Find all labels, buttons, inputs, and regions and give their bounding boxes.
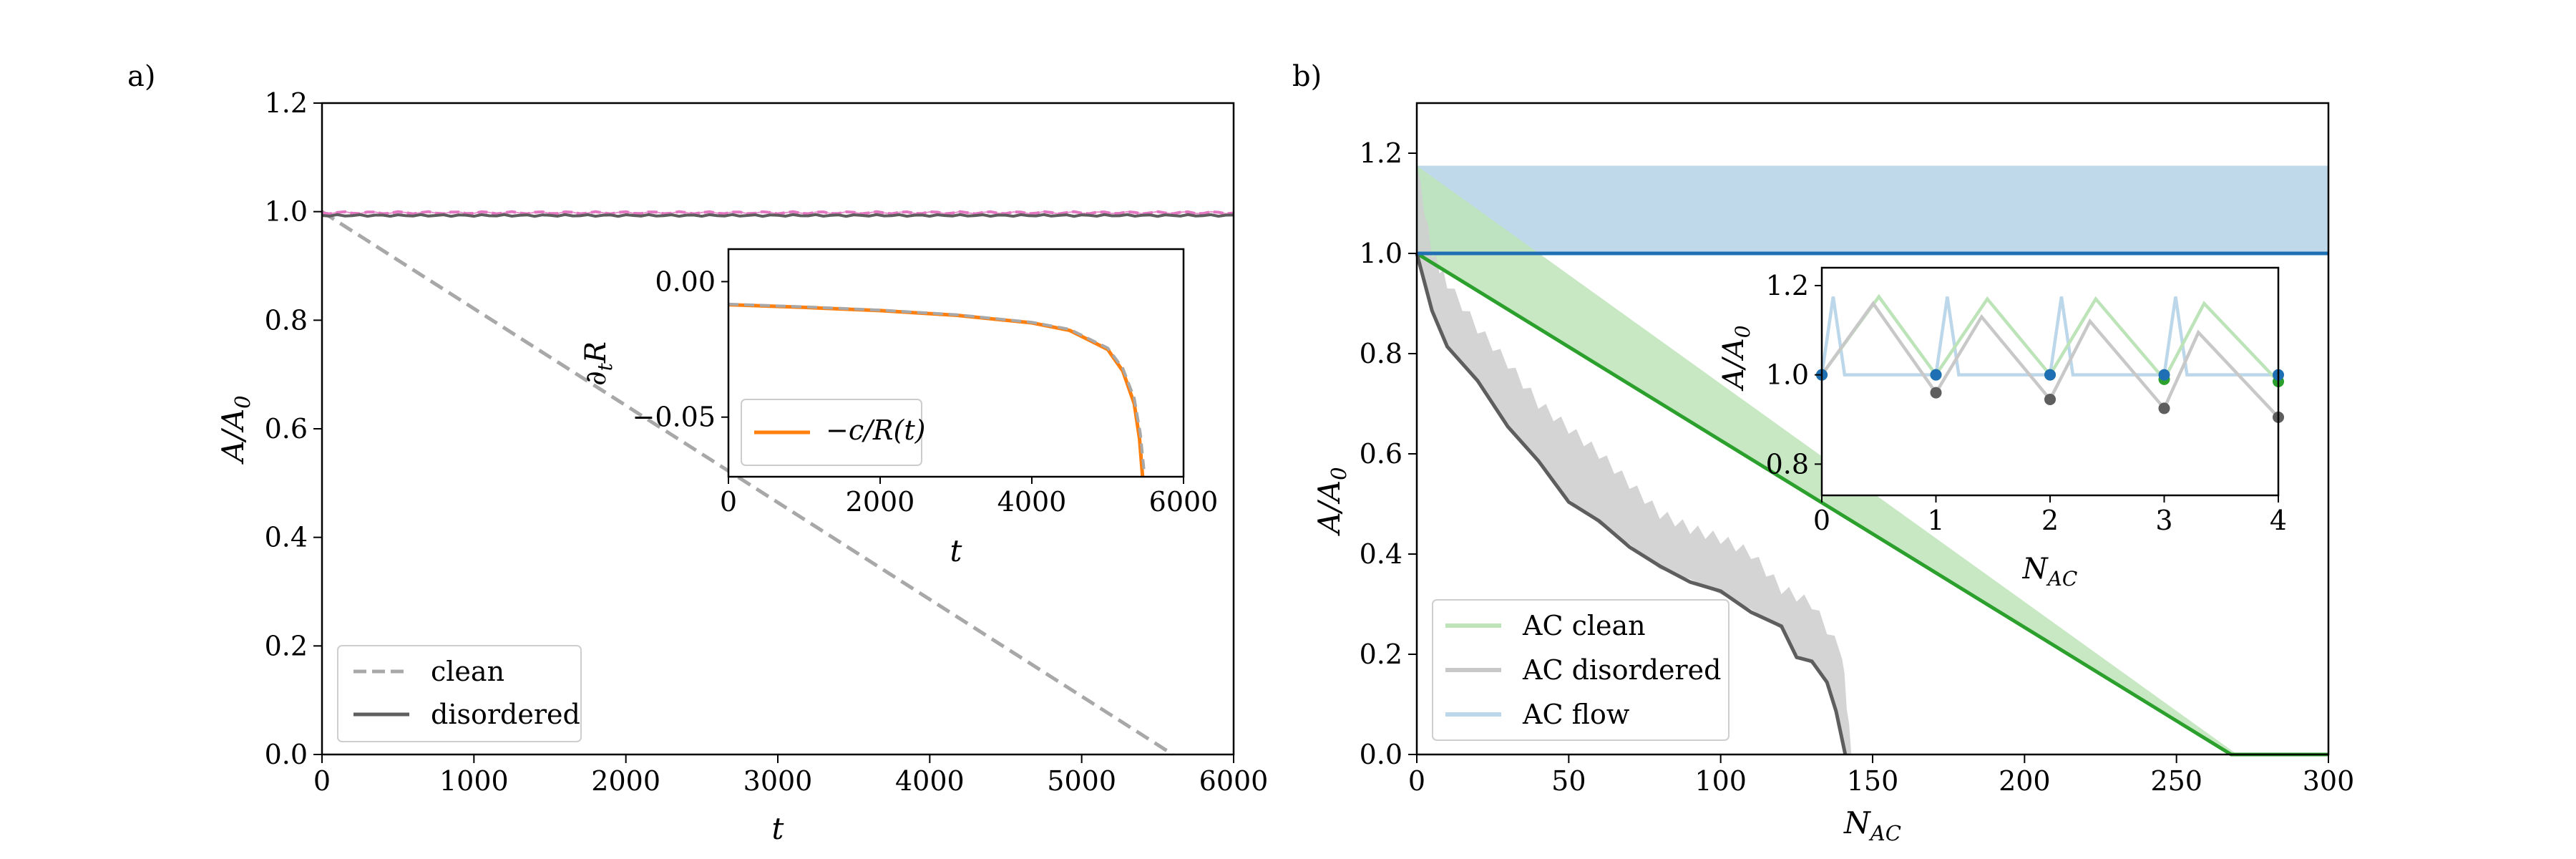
y-tick-label: 1.2 bbox=[1360, 137, 1402, 169]
y-tick-label: 0.2 bbox=[1360, 639, 1402, 670]
inset-point-ac-flow bbox=[2044, 369, 2056, 381]
inset-point-ac-flow bbox=[1930, 369, 1942, 381]
series-line-ac-disordered bbox=[1415, 253, 1848, 755]
panel-a-main-chart: 0 1000 2000 3000 4000 5000 6000 0.0 0.2 0.4 0.6 0.8… bbox=[215, 87, 1268, 846]
x-axis-label: t bbox=[950, 533, 962, 568]
y-tick-label: 0.0 bbox=[1360, 739, 1402, 770]
x-tick-label: 200 bbox=[1999, 765, 2051, 797]
legend-label-clean: clean bbox=[431, 656, 504, 687]
y-axis-label: ∂tR bbox=[580, 341, 617, 386]
axes-frame bbox=[321, 102, 1235, 756]
y-tick-label: 1.2 bbox=[1766, 270, 1809, 301]
x-tick-label: 5000 bbox=[1047, 765, 1116, 797]
inset-line-ac-flow bbox=[1820, 296, 2278, 377]
x-tick-label: 0 bbox=[720, 486, 737, 518]
y-tick-label: 0.8 bbox=[265, 304, 308, 336]
y-axis-label: A/A0 bbox=[1717, 325, 1755, 392]
panel-b-inset-chart: 0 1 2 3 4 0.8 1.0 1.2 NAC A/A0 bbox=[1717, 266, 2287, 591]
y-tick-label: 1.0 bbox=[1360, 238, 1402, 269]
x-tick-label: 1 bbox=[1927, 505, 1944, 536]
x-tick-label: 0 bbox=[1813, 505, 1830, 536]
x-tick-label: 6000 bbox=[1149, 486, 1219, 518]
legend-label-fit: −c/R(t) bbox=[826, 414, 925, 446]
inset-point-ac-disordered bbox=[2158, 402, 2170, 414]
x-tick-label: 2000 bbox=[591, 765, 660, 797]
y-tick-label: 0.2 bbox=[265, 630, 308, 661]
y-tick-label: 0.6 bbox=[1360, 438, 1402, 470]
x-tick-label: 300 bbox=[2303, 765, 2355, 797]
x-tick-label: 4 bbox=[2270, 505, 2287, 536]
x-axis-label: t bbox=[772, 811, 784, 846]
y-tick-label: 0.0 bbox=[265, 739, 308, 770]
band-ac-flow bbox=[1417, 165, 2328, 253]
legend-label-disordered: disordered bbox=[431, 699, 580, 730]
x-tick-label: 50 bbox=[1551, 765, 1586, 797]
y-tick-label: 1.0 bbox=[265, 196, 308, 228]
y-tick-label: 1.0 bbox=[1766, 359, 1809, 391]
x-tick-label: 0 bbox=[313, 765, 331, 797]
legend-ac-flow-label: AC flow bbox=[1522, 699, 1630, 730]
y-tick-label: −0.05 bbox=[633, 402, 716, 433]
x-tick-label: 6000 bbox=[1199, 765, 1269, 797]
y-axis-label: A/A0 bbox=[215, 395, 255, 465]
panel-a-inset-chart: 0 2000 4000 6000 0.00 −0.05 t ∂tR −c/R(t) bbox=[580, 248, 1219, 568]
series-line-data bbox=[728, 302, 1146, 472]
x-axis-label: NAC bbox=[2022, 553, 2078, 591]
inset-point-ac-disordered bbox=[1930, 387, 1942, 399]
x-tick-label: 2000 bbox=[846, 486, 915, 518]
legend-box bbox=[741, 399, 922, 466]
series-line-clean bbox=[321, 210, 1174, 757]
legend-box bbox=[1432, 599, 1729, 741]
x-tick-label: 1000 bbox=[439, 765, 509, 797]
inset-point-ac-disordered bbox=[2044, 393, 2056, 405]
legend-ac-disordered-label: AC disordered bbox=[1522, 654, 1721, 686]
y-tick-label: 1.2 bbox=[265, 87, 308, 119]
x-tick-label: 150 bbox=[1847, 765, 1899, 797]
x-tick-label: 4000 bbox=[997, 486, 1067, 518]
y-axis-label: A/A0 bbox=[1312, 467, 1351, 536]
y-tick-label: 0.8 bbox=[1360, 338, 1402, 369]
axes-frame bbox=[1820, 266, 2280, 497]
y-tick-label: 0.6 bbox=[265, 413, 308, 445]
series-line-disordered bbox=[321, 213, 1234, 218]
x-tick-label: 2 bbox=[2041, 505, 2059, 536]
inset-point-ac-flow bbox=[2158, 369, 2170, 381]
x-axis-label: NAC bbox=[1843, 805, 1901, 845]
y-tick-label: 0.4 bbox=[1360, 538, 1402, 570]
legend-ac-clean-label: AC clean bbox=[1522, 610, 1646, 641]
axes-frame bbox=[727, 248, 1185, 478]
panel-label-a: a) bbox=[127, 60, 155, 93]
x-tick-label: 3 bbox=[2155, 505, 2172, 536]
x-tick-label: 100 bbox=[1694, 765, 1747, 797]
x-tick-label: 3000 bbox=[743, 765, 813, 797]
x-tick-label: 250 bbox=[2150, 765, 2202, 797]
y-tick-label: 0.00 bbox=[655, 266, 716, 297]
y-tick-label: 0.8 bbox=[1766, 448, 1809, 480]
panel-label-b: b) bbox=[1292, 60, 1322, 93]
inset-background bbox=[1822, 268, 2278, 495]
axes-frame bbox=[1415, 102, 2330, 756]
x-tick-label: 0 bbox=[1408, 765, 1425, 797]
y-tick-label: 0.4 bbox=[265, 522, 308, 553]
x-tick-label: 4000 bbox=[895, 765, 965, 797]
